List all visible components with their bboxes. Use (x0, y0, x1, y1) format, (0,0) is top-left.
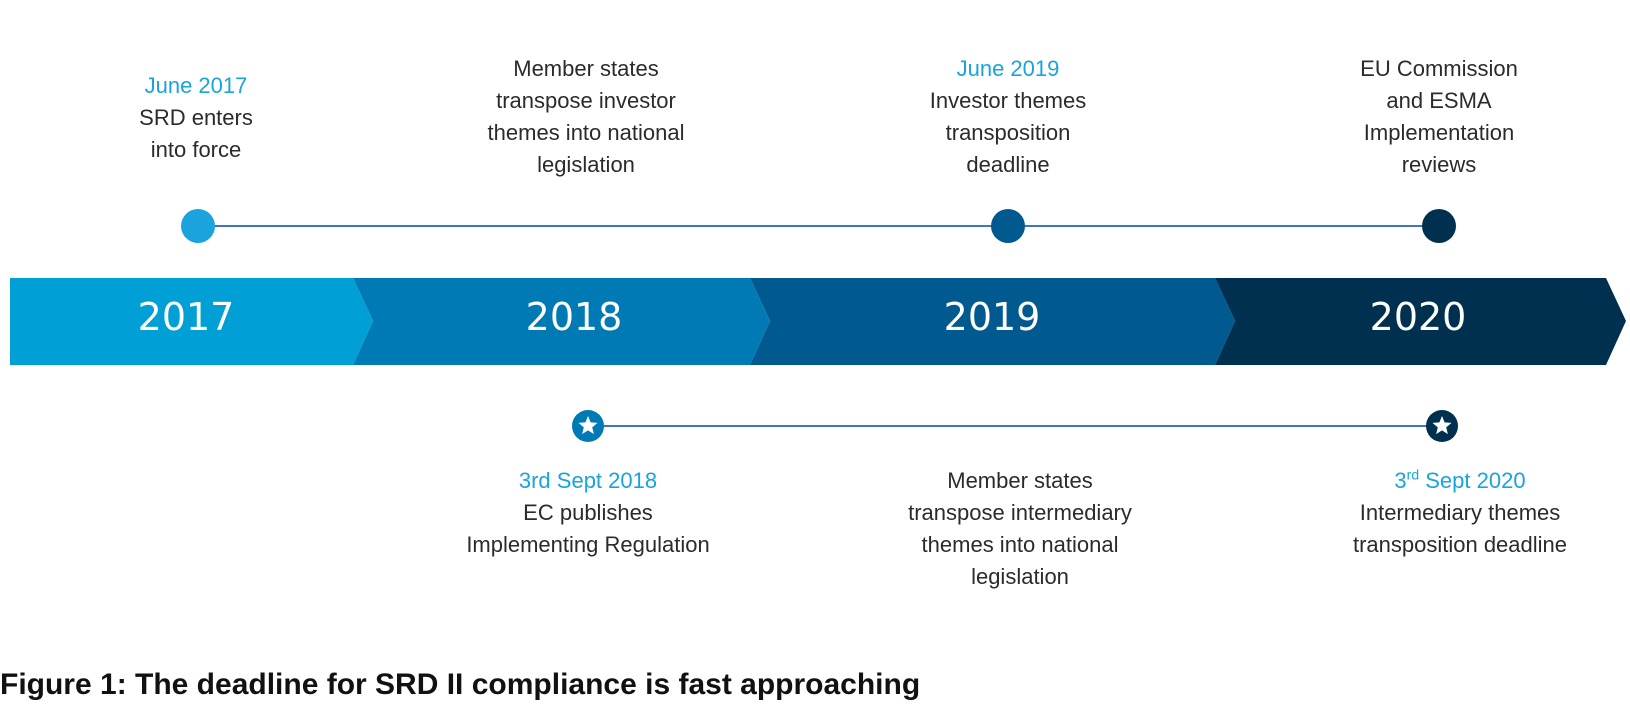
year-label-2017: 2017 (137, 295, 235, 339)
event-text: legislation (537, 152, 635, 177)
event-text: transposition deadline (1352, 532, 1568, 557)
star-marker-2020-icon (1426, 410, 1458, 442)
event-date: June 2017 (144, 73, 248, 98)
event-text: deadline (966, 152, 1050, 177)
figure-caption: Figure 1: The deadline for SRD II compli… (0, 668, 921, 701)
milestone-dot-2020 (1422, 209, 1456, 243)
event-text: transpose intermediary (908, 500, 1132, 525)
milestone-dot-2017 (181, 209, 215, 243)
event-date-rest: Sept 2020 (1419, 468, 1526, 493)
event-text: Intermediary themes (1359, 500, 1561, 525)
event-text: transposition (945, 120, 1071, 145)
event-june-2017: June 2017 SRD enters into force (96, 70, 296, 166)
event-sept-2020: 3rd Sept 2020 Intermediary themes transp… (1310, 465, 1610, 561)
event-june-2019: June 2019 Investor themes transposition … (878, 53, 1138, 181)
event-sept-2018: 3rd Sept 2018 EC publishes Implementing … (428, 465, 748, 561)
event-text: reviews (1401, 152, 1477, 177)
event-text: Member states (513, 56, 659, 81)
event-text: and ESMA (1386, 88, 1492, 113)
year-band-2017 (10, 278, 373, 365)
year-label-2019: 2019 (943, 295, 1041, 339)
event-text: Implementation (1363, 120, 1515, 145)
event-text: into force (150, 137, 242, 162)
event-text: legislation (971, 564, 1069, 589)
event-text: Member states (947, 468, 1093, 493)
event-text: themes into national (921, 532, 1119, 557)
event-text: themes into national (487, 120, 685, 145)
event-date: 3rd Sept 2020 (1310, 465, 1610, 497)
star-marker-2018-icon (572, 410, 604, 442)
event-text: EU Commission (1360, 56, 1518, 81)
year-label-2018: 2018 (525, 295, 623, 339)
event-text: SRD enters (139, 105, 253, 130)
event-intermediary-transposition: Member states transpose intermediary the… (870, 465, 1170, 593)
event-investor-transposition: Member states transpose investor themes … (446, 53, 726, 181)
event-date-day: 3 (1394, 468, 1407, 493)
event-text: Investor themes (929, 88, 1087, 113)
event-text: Implementing Regulation (466, 532, 710, 557)
year-band-2020 (1215, 278, 1626, 365)
event-date: June 2019 (956, 56, 1060, 81)
event-implementation-reviews: EU Commission and ESMA Implementation re… (1309, 53, 1569, 181)
event-text: EC publishes (523, 500, 653, 525)
event-text: transpose investor (496, 88, 676, 113)
milestone-dot-2019 (991, 209, 1025, 243)
event-date-suffix: rd (1406, 466, 1420, 483)
year-band-2018 (353, 278, 770, 365)
event-date: 3rd Sept 2018 (518, 468, 658, 493)
year-label-2020: 2020 (1369, 295, 1467, 339)
year-band-2019 (750, 278, 1235, 365)
